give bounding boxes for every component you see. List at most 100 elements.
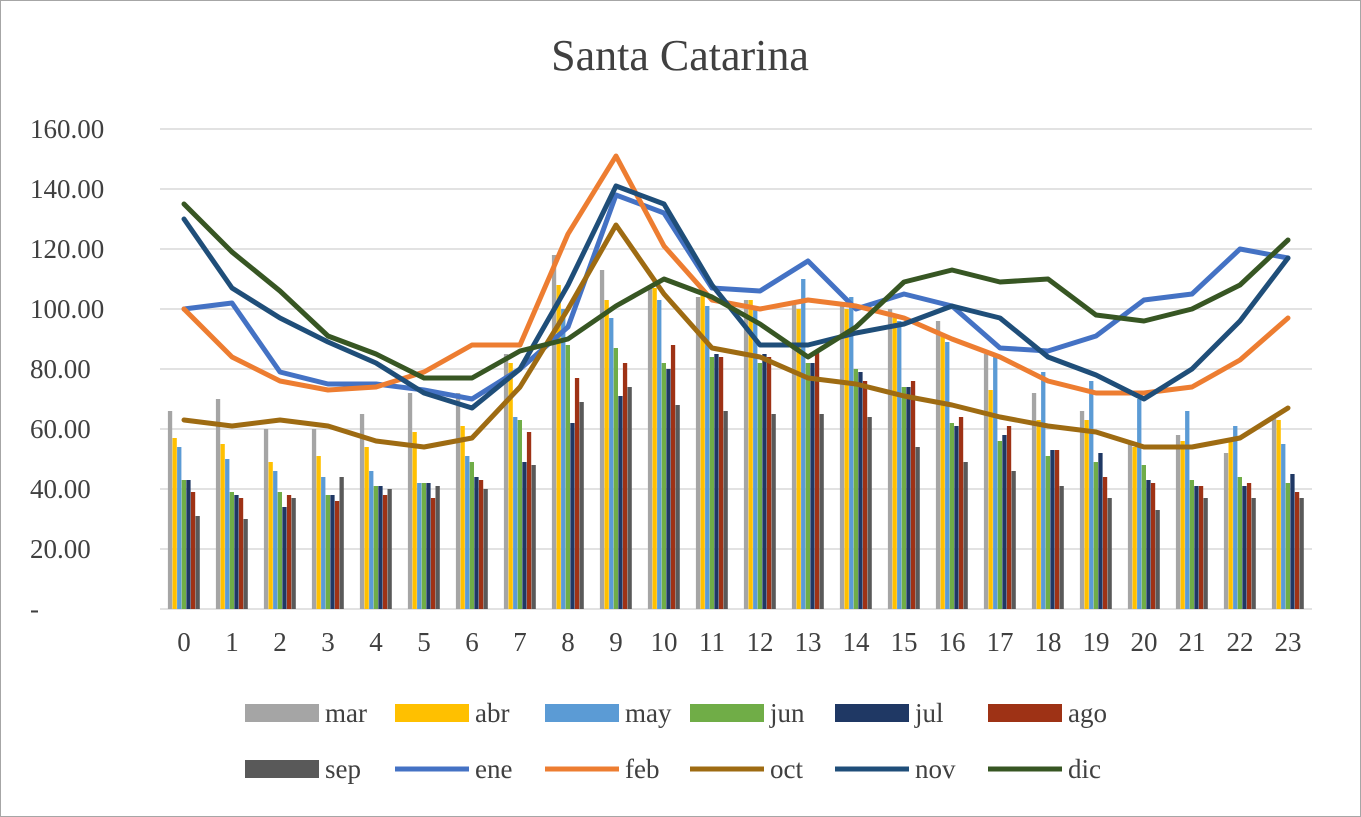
x-tick-label: 23 bbox=[1275, 627, 1302, 657]
bar-mar-2 bbox=[263, 429, 269, 609]
bar-jun-5 bbox=[421, 483, 426, 609]
bar-abr-14 bbox=[844, 309, 849, 609]
x-tick-label: 13 bbox=[795, 627, 822, 657]
x-tick-label: 1 bbox=[225, 627, 239, 657]
bar-sep-3 bbox=[339, 477, 344, 609]
line-ene bbox=[181, 192, 1291, 402]
bar-jul-3 bbox=[330, 495, 335, 609]
bar-may-18 bbox=[1041, 372, 1046, 609]
bar-abr-11 bbox=[700, 294, 705, 609]
bar-may-7 bbox=[513, 417, 518, 609]
bar-jun-12 bbox=[757, 363, 762, 609]
bar-jul-14 bbox=[858, 372, 863, 609]
bar-may-20 bbox=[1137, 399, 1142, 609]
bar-jul-18 bbox=[1050, 450, 1055, 609]
bar-abr-1 bbox=[220, 444, 225, 609]
bar-ago-18 bbox=[1054, 450, 1060, 609]
bar-jul-2 bbox=[282, 507, 287, 609]
bar-may-22 bbox=[1233, 426, 1238, 609]
bar-jun-23 bbox=[1285, 483, 1290, 609]
x-tick-label: 22 bbox=[1227, 627, 1254, 657]
chart-title: Santa Catarina bbox=[551, 31, 809, 80]
line-nov bbox=[181, 183, 1291, 411]
bar-ago-19 bbox=[1102, 477, 1108, 609]
bar-mar-14 bbox=[839, 306, 845, 609]
bar-may-9 bbox=[609, 318, 614, 609]
y-tick-label: 80.00 bbox=[30, 354, 91, 384]
x-tick-label: 11 bbox=[699, 627, 725, 657]
bar-may-0 bbox=[177, 447, 182, 609]
bar-jun-4 bbox=[373, 486, 378, 609]
bar-jul-6 bbox=[474, 477, 479, 609]
bar-sep-16 bbox=[963, 462, 968, 609]
x-tick-label: 20 bbox=[1131, 627, 1158, 657]
bar-mar-6 bbox=[455, 393, 461, 609]
bar-may-6 bbox=[465, 456, 470, 609]
bar-may-23 bbox=[1281, 444, 1286, 609]
x-tick-label: 16 bbox=[939, 627, 966, 657]
bar-mar-9 bbox=[599, 270, 605, 609]
x-tick-label: 3 bbox=[321, 627, 335, 657]
x-tick-label: 17 bbox=[987, 627, 1014, 657]
x-tick-label: 12 bbox=[747, 627, 774, 657]
x-tick-label: 0 bbox=[177, 627, 191, 657]
bar-ago-2 bbox=[286, 495, 292, 609]
bar-ago-22 bbox=[1246, 483, 1252, 609]
bar-sep-11 bbox=[723, 411, 728, 609]
bar-ago-13 bbox=[814, 351, 820, 609]
bar-sep-12 bbox=[771, 414, 776, 609]
line-series-group bbox=[181, 153, 1291, 450]
bar-abr-6 bbox=[460, 426, 465, 609]
bar-may-21 bbox=[1185, 411, 1190, 609]
bar-ago-7 bbox=[526, 432, 532, 609]
bar-mar-4 bbox=[359, 414, 365, 609]
bar-ago-15 bbox=[910, 381, 916, 609]
x-tick-label: 14 bbox=[843, 627, 871, 657]
bar-jul-9 bbox=[618, 396, 623, 609]
bar-may-10 bbox=[657, 300, 662, 609]
x-tick-label: 9 bbox=[609, 627, 623, 657]
bar-may-11 bbox=[705, 306, 710, 609]
bar-sep-5 bbox=[435, 486, 440, 609]
bar-jun-17 bbox=[997, 441, 1002, 609]
bar-sep-21 bbox=[1203, 498, 1208, 609]
bar-sep-1 bbox=[243, 519, 248, 609]
bar-sep-7 bbox=[531, 465, 536, 609]
bar-abr-16 bbox=[940, 336, 945, 609]
bar-ago-10 bbox=[670, 345, 676, 609]
bar-mar-13 bbox=[791, 303, 797, 609]
bar-jul-11 bbox=[714, 354, 719, 609]
bar-jul-17 bbox=[1002, 435, 1007, 609]
x-tick-label: 2 bbox=[273, 627, 287, 657]
bar-may-14 bbox=[849, 297, 854, 609]
bar-abr-4 bbox=[364, 447, 369, 609]
x-tick-label: 6 bbox=[465, 627, 479, 657]
bar-jun-9 bbox=[613, 348, 618, 609]
bar-abr-15 bbox=[892, 318, 897, 609]
bar-ago-20 bbox=[1150, 483, 1156, 609]
bar-ago-4 bbox=[382, 495, 388, 609]
bar-ago-6 bbox=[478, 480, 484, 609]
bar-sep-9 bbox=[627, 387, 632, 609]
bar-ago-21 bbox=[1198, 486, 1204, 609]
bar-jun-2 bbox=[277, 492, 282, 609]
bar-jul-10 bbox=[666, 369, 671, 609]
legend-label-jun: jun bbox=[769, 698, 805, 728]
bar-mar-3 bbox=[311, 429, 317, 609]
legend-swatch-jul bbox=[835, 704, 909, 722]
bar-jun-0 bbox=[181, 480, 186, 609]
bar-jun-14 bbox=[853, 369, 858, 609]
bar-jun-6 bbox=[469, 462, 474, 609]
bar-may-15 bbox=[897, 321, 902, 609]
bar-may-16 bbox=[945, 342, 950, 609]
bar-ago-17 bbox=[1006, 426, 1012, 609]
bar-ago-3 bbox=[334, 501, 340, 609]
bar-ago-23 bbox=[1294, 492, 1300, 609]
bar-ago-9 bbox=[622, 363, 628, 609]
bar-abr-21 bbox=[1180, 441, 1185, 609]
bar-jun-8 bbox=[565, 345, 570, 609]
bar-mar-8 bbox=[551, 255, 557, 609]
legend-swatch-ago bbox=[988, 704, 1062, 722]
bar-ago-0 bbox=[190, 492, 196, 609]
legend-swatch-may bbox=[545, 704, 619, 722]
